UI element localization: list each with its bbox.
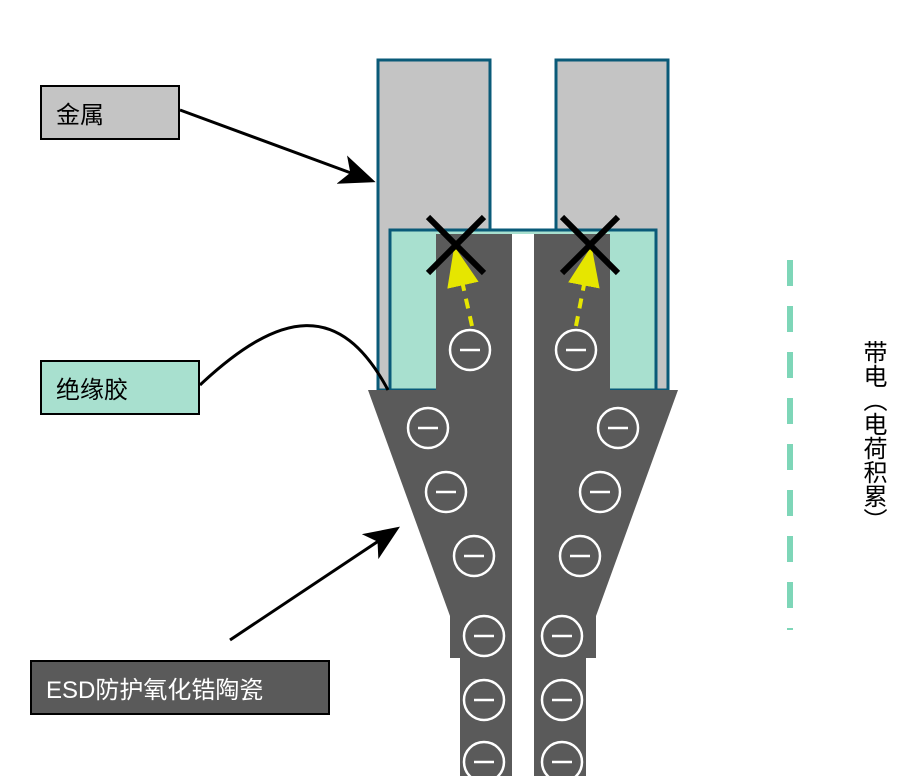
label-ceramic-text: ESD防护氧化锆陶瓷 bbox=[46, 677, 263, 704]
label-insulation: 绝缘胶 bbox=[40, 360, 200, 415]
label-metal-text: 金属 bbox=[56, 102, 104, 129]
label-vertical: 带电（电荷积累） bbox=[855, 340, 890, 532]
label-ceramic: ESD防护氧化锆陶瓷 bbox=[30, 660, 330, 715]
label-insulation-text: 绝缘胶 bbox=[56, 377, 128, 404]
label-vertical-text: 带电（电荷积累） bbox=[859, 340, 886, 532]
label-metal: 金属 bbox=[40, 85, 180, 140]
